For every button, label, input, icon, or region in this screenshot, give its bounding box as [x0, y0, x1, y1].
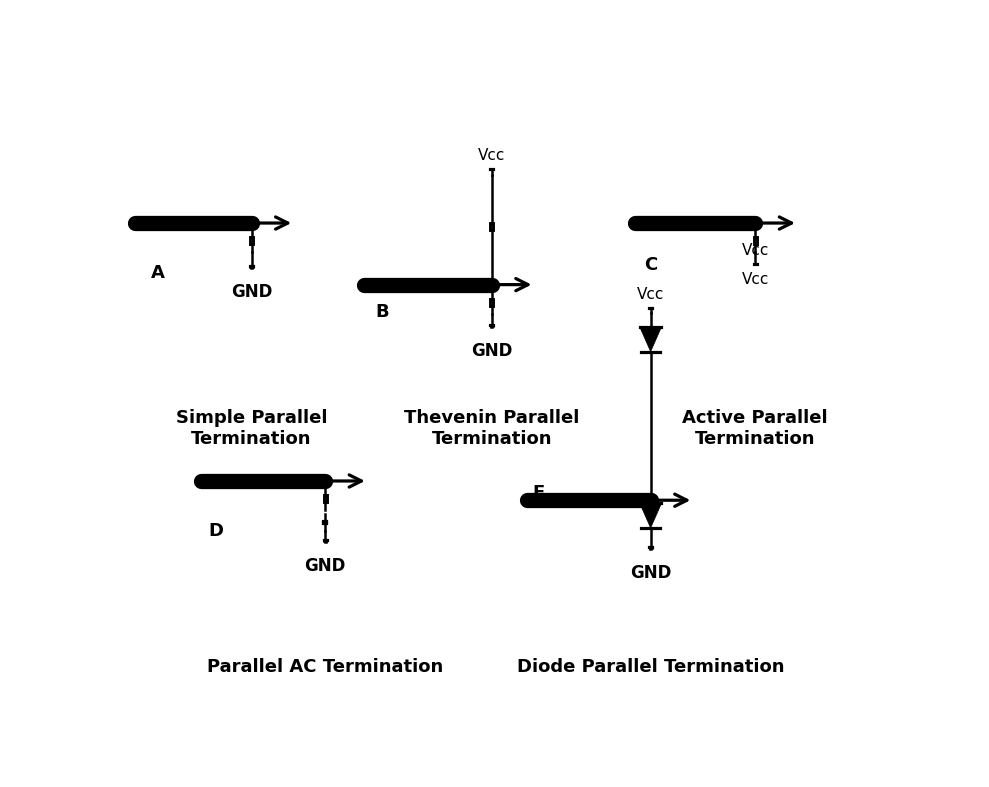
Text: D: D [209, 522, 224, 540]
Text: Vcc: Vcc [742, 242, 768, 257]
Text: Parallel AC Termination: Parallel AC Termination [207, 658, 443, 676]
Polygon shape [640, 504, 662, 528]
Text: Simple Parallel
Termination: Simple Parallel Termination [176, 409, 327, 448]
Text: GND: GND [630, 564, 672, 582]
Text: Vcc: Vcc [478, 148, 505, 163]
Text: Diode Parallel Termination: Diode Parallel Termination [517, 658, 784, 676]
Polygon shape [640, 327, 662, 352]
Text: C: C [645, 257, 658, 275]
Text: E: E [533, 483, 545, 501]
Text: B: B [376, 302, 389, 320]
Bar [323, 495, 326, 502]
Text: A: A [150, 264, 164, 282]
Text: Thevenin Parallel
Termination: Thevenin Parallel Termination [405, 409, 580, 448]
Bar [250, 237, 253, 244]
Text: Active Parallel
Termination: Active Parallel Termination [682, 409, 828, 448]
Bar [491, 299, 494, 306]
Text: GND: GND [305, 557, 346, 575]
Text: GND: GND [471, 342, 512, 360]
Bar [754, 237, 757, 244]
Text: Vcc: Vcc [742, 272, 768, 286]
Bar [491, 223, 494, 230]
Text: Vcc: Vcc [637, 286, 665, 301]
Text: GND: GND [230, 283, 272, 301]
